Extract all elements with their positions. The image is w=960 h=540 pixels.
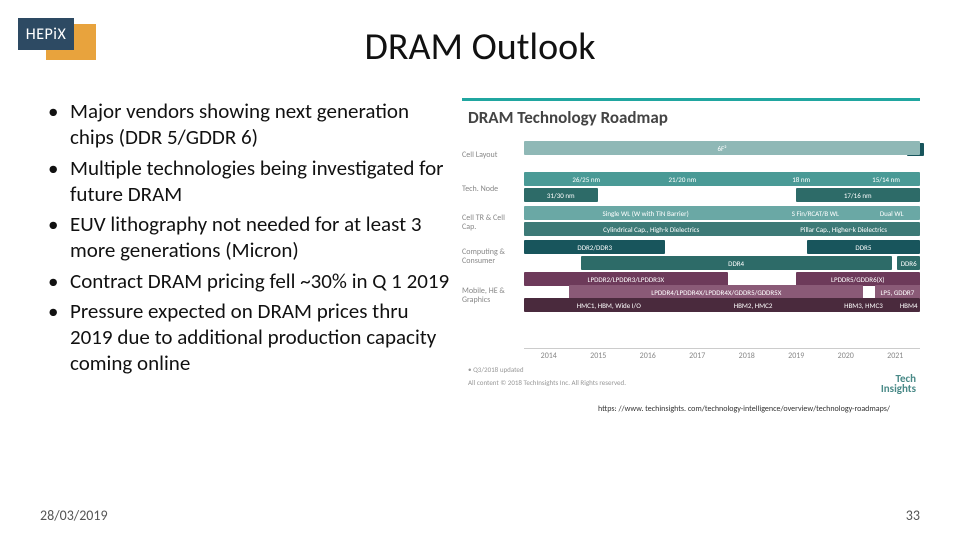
chart-row-bars: LPDDR2/LPDDR3/LPDDR3X LPDDR5/GDDR6(X)LPDD… xyxy=(524,274,920,318)
chart-bar: 17/16 nm xyxy=(796,188,920,202)
chart-bar: 6F² xyxy=(524,141,920,155)
slide: HEPiX DRAM Outlook Major vendors showing… xyxy=(0,0,960,540)
bullet-list: Major vendors showing next generation ch… xyxy=(40,98,454,414)
chart-bar: HBM2, HMC2 xyxy=(665,298,840,312)
chart-attribution: All content © 2018 TechInsights Inc. All… xyxy=(468,378,920,387)
source-url: https: //www. techinsights. com/technolo… xyxy=(462,404,920,414)
chart-bar: LPDDR5/GDDR6(X) xyxy=(796,272,920,286)
chart-bar: 21/20 nm xyxy=(603,172,761,186)
chart-row-bars: 26/25 nm21/20 nm18 nm15/14 nm31/30 nm17/… xyxy=(524,172,920,206)
chart-row-label: Mobile, HE & Graphics xyxy=(462,287,524,305)
chart-bar: Pillar Cap., Higher-k Dielectrics xyxy=(767,222,920,236)
bullet-item: Pressure expected on DRAM prices thru 20… xyxy=(64,298,454,377)
chart-bar: Single WL (W with TiN Barrier) xyxy=(524,206,767,220)
chart-bar: DDR6 xyxy=(897,256,920,270)
chart-bar: S Fin/RCAT/B WL xyxy=(750,206,880,220)
chart-row: Cell TR & Cell Cap.Single WL (W with TiN… xyxy=(462,206,920,240)
roadmap-chart: DRAM Technology Roadmap 4F² Cell Layout6… xyxy=(462,98,920,414)
chart-bar: LP5, GDDR7 xyxy=(875,285,920,299)
chart-bar: DDR5 xyxy=(807,240,920,254)
xaxis-year: 2019 xyxy=(772,351,822,361)
xaxis-year: 2020 xyxy=(821,351,871,361)
logo-text: HEPiX xyxy=(18,18,74,50)
bullet-item: Contract DRAM pricing fell ~30% in Q 1 2… xyxy=(64,268,454,294)
footer-page: 33 xyxy=(906,507,920,524)
chart-row: Cell Layout6F² xyxy=(462,138,920,172)
bullet-item: Multiple technologies being investigated… xyxy=(64,155,454,208)
chart-row-label: Computing & Consumer xyxy=(462,248,524,266)
chart-row: Mobile, HE & GraphicsLPDDR2/LPDDR3/LPDDR… xyxy=(462,274,920,318)
chart-row-label: Cell Layout xyxy=(462,151,524,160)
bullet-item: Major vendors showing next generation ch… xyxy=(64,98,454,151)
bullet-item: EUV lithography not needed for at least … xyxy=(64,211,454,264)
chart-grid: Cell Layout6F²Tech. Node26/25 nm21/20 nm… xyxy=(462,138,920,348)
techinsights-logo: TechInsights xyxy=(881,374,916,394)
chart-bar: DDR2/DDR3 xyxy=(524,240,665,254)
hepix-logo: HEPiX xyxy=(18,18,96,66)
chart-xaxis: 20142015201620172018201920202021 xyxy=(524,348,920,361)
xaxis-year: 2021 xyxy=(871,351,921,361)
chart-row-label: Tech. Node xyxy=(462,185,524,194)
xaxis-year: 2014 xyxy=(524,351,574,361)
chart-row-label: Cell TR & Cell Cap. xyxy=(462,214,524,232)
xaxis-year: 2015 xyxy=(574,351,624,361)
chart-footer-note: • Q3/2018 updated xyxy=(468,365,920,374)
chart-row-bars: Single WL (W with TiN Barrier)S Fin/RCAT… xyxy=(524,206,920,240)
chart-bar: LPDDR2/LPDDR3/LPDDR3X xyxy=(524,272,728,286)
chart-bar: HBM4 xyxy=(897,298,920,312)
chart-bar: 18 nm xyxy=(739,172,863,186)
chart-bar: Cylindrical Cap., High-k Dielectrics xyxy=(524,222,779,236)
chart-bar: DDR4 xyxy=(581,256,892,270)
chart-bar: LPDDR4/LPDDR4X/LPDDR4X/GDDR5/GDDR5X xyxy=(569,285,863,299)
chart-row: Computing & ConsumerDDR2/DDR3DDR5DDR4DDR… xyxy=(462,240,920,274)
content-row: Major vendors showing next generation ch… xyxy=(40,98,920,414)
chart-bar: Dual WL xyxy=(863,206,920,220)
chart-row-bars: 6F² xyxy=(524,138,920,172)
slide-footer: 28/03/2019 33 xyxy=(40,507,920,524)
xaxis-year: 2016 xyxy=(623,351,673,361)
xaxis-year: 2017 xyxy=(673,351,723,361)
chart-container: DRAM Technology Roadmap 4F² Cell Layout6… xyxy=(462,98,920,398)
chart-title: DRAM Technology Roadmap xyxy=(468,107,920,128)
xaxis-year: 2018 xyxy=(722,351,772,361)
slide-title: DRAM Outlook xyxy=(40,24,920,70)
chart-row-bars: DDR2/DDR3 DDR5 DDR4 DDR6 xyxy=(524,240,920,274)
footer-date: 28/03/2019 xyxy=(40,507,108,524)
chart-bar: 15/14 nm xyxy=(852,172,920,186)
chart-bar: 31/30 nm xyxy=(524,188,598,202)
chart-bar: HBM3, HMC3 xyxy=(824,298,903,312)
chart-row: Tech. Node26/25 nm21/20 nm18 nm15/14 nm3… xyxy=(462,172,920,206)
